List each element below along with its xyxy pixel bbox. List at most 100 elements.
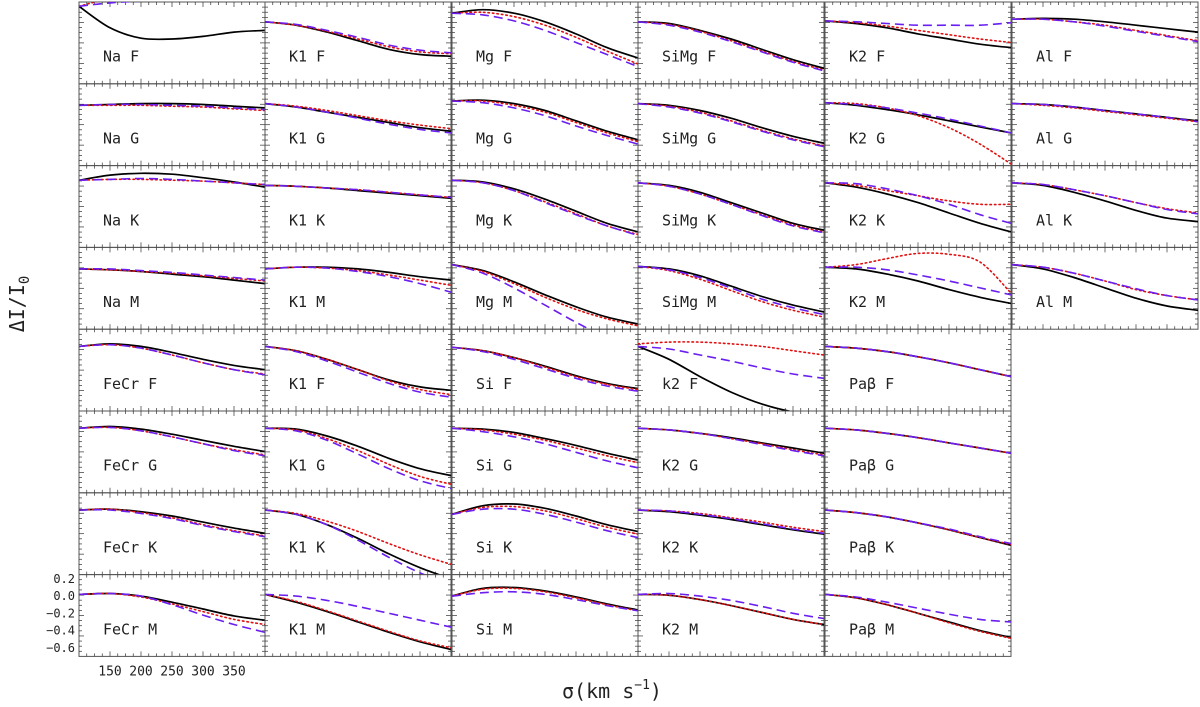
y-axis-label-subscript: 0 <box>17 276 33 284</box>
panel-ticks <box>1012 165 1198 248</box>
series-solid-line <box>638 427 824 455</box>
panel-title: Na G <box>103 130 139 148</box>
x-tick-label: 200 <box>129 664 152 679</box>
series-dashed-line <box>265 184 451 199</box>
series-dashed-line <box>265 102 451 134</box>
panel-simg-g-r1c3: SiMg G <box>637 83 825 167</box>
x-axis-label: σ(km s−1) <box>562 678 662 703</box>
panel-pabeta-m-r7c4: Paβ M <box>824 574 1012 657</box>
series-dashed-line <box>452 12 638 68</box>
panel-title: Paβ F <box>849 375 894 393</box>
panel-pabeta-k-r6c4: Paβ K <box>824 492 1012 576</box>
panel-title: K2 K <box>849 211 885 229</box>
series-dotted-line <box>452 505 638 535</box>
panel-al-k-r2c5: Al K <box>1011 165 1199 248</box>
panel-title: Si F <box>476 375 512 393</box>
panel-si-g-r5c2: Si G <box>451 410 639 494</box>
series-dashed-line <box>79 103 265 111</box>
panel-si-f-r4c2: Si F <box>451 328 639 412</box>
panel-pabeta-f-r4c4: Paβ F <box>824 328 1012 412</box>
series-dashed-line <box>1012 18 1198 43</box>
panel-ticks <box>825 492 1011 575</box>
panel-ticks <box>452 574 638 657</box>
panel-frame <box>451 246 639 330</box>
series-solid-line <box>825 181 1011 233</box>
series-dotted-line <box>825 20 1011 44</box>
y-tick-label: −0.4 <box>46 624 75 638</box>
series-dashed-line <box>638 427 824 457</box>
series-solid-line <box>452 503 638 533</box>
panel-ticks <box>452 329 638 411</box>
series-dashed-line <box>638 345 824 380</box>
panel-ticks <box>825 411 1011 493</box>
panel-fecr-g-r5c0: FeCr G <box>78 410 266 494</box>
panel-title: FeCr F <box>103 375 157 393</box>
panel-title: SiMg K <box>662 211 716 229</box>
panel-ticks <box>79 411 265 493</box>
panel-frame <box>451 1 639 85</box>
panel-ticks <box>1012 247 1198 330</box>
panel-title: K2 M <box>662 620 698 638</box>
panel-frame <box>78 165 266 248</box>
panel-title: K1 G <box>289 130 325 148</box>
series-dotted-line <box>825 182 1011 206</box>
panel-title: Na K <box>103 211 139 229</box>
panel-al-f-r0c5: Al F <box>1011 1 1199 85</box>
panel-title: Mg M <box>476 293 512 311</box>
panel-title: Al G <box>1036 130 1072 148</box>
series-solid-line <box>1012 181 1198 223</box>
panel-ticks <box>638 83 824 166</box>
series-solid-line <box>265 184 451 200</box>
series-solid-line <box>452 99 638 141</box>
series-dotted-line <box>825 345 1011 378</box>
series-dotted-line <box>265 345 451 396</box>
panel-frame <box>637 492 825 576</box>
panel-na-f-r0c0: Na F <box>78 1 266 85</box>
series-solid-line <box>1012 263 1198 312</box>
panel-title: Paβ G <box>849 457 894 475</box>
series-dashed-line <box>452 590 638 612</box>
series-dotted-line <box>452 427 638 464</box>
series-solid-line <box>825 266 1011 305</box>
y-tick-label: −0.6 <box>46 641 75 655</box>
series-dashed-line <box>79 177 265 186</box>
panel-ticks <box>452 492 638 575</box>
panel-na-k-r2c0: Na K <box>78 165 266 248</box>
panel-k1-m-r7c1: K1 M <box>264 574 452 657</box>
y-axis-label: ΔI/I0 <box>5 276 33 333</box>
series-dashed-line <box>638 182 824 234</box>
panel-mg-g-r1c2: Mg G <box>451 83 639 167</box>
panel-k2-f-r4c3: k2 F <box>637 328 825 412</box>
series-dashed-line <box>825 345 1011 378</box>
x-axis-ticks: 150 200 250 300 350 <box>98 664 245 679</box>
series-dotted-line <box>825 427 1011 454</box>
panel-title: K2 K <box>662 539 698 557</box>
panel-ticks <box>265 574 451 657</box>
panel-frame <box>637 574 825 657</box>
series-solid-line <box>638 181 824 232</box>
panel-k2-k-r2c4: K2 K <box>824 165 1012 248</box>
y-tick-label: 0.0 <box>53 589 75 603</box>
panel-title: FeCr K <box>103 539 157 557</box>
panel-k2-g-r5c3: K2 G <box>637 410 825 494</box>
panel-frame <box>637 246 825 330</box>
panel-si-k-r6c2: Si K <box>451 492 639 576</box>
panel-ticks <box>452 2 638 84</box>
panel-k2-m-r3c4: K2 M <box>824 246 1012 330</box>
series-solid-line <box>265 427 451 477</box>
x-axis-label-main: σ(km s <box>562 679 634 703</box>
series-dashed-line <box>825 509 1011 545</box>
panel-fecr-m-r7c0: FeCr M <box>78 574 266 657</box>
panel-ticks <box>265 165 451 248</box>
panel-title: K1 F <box>289 375 325 393</box>
panel-ticks <box>265 247 451 330</box>
panel-ticks <box>79 492 265 575</box>
panel-title: K1 F <box>289 48 325 66</box>
panel-frame <box>78 246 266 330</box>
series-dashed-line <box>638 592 824 620</box>
panel-mg-m-r3c2: Mg M <box>451 246 639 330</box>
panel-ticks <box>79 574 265 657</box>
x-tick-label: 250 <box>160 664 183 679</box>
series-dashed-line <box>825 182 1011 225</box>
series-dashed-line <box>452 507 638 539</box>
